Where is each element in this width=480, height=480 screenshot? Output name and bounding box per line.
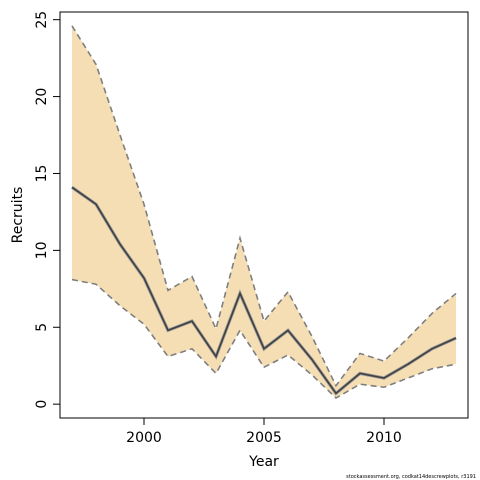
x-axis-title: Year — [248, 454, 279, 470]
y-axis-title: Recruits — [10, 187, 26, 244]
footer-credit: stockassessment.org, codkat14descrewplot… — [346, 474, 476, 480]
x-tick-label: 2000 — [126, 430, 162, 446]
y-tick-label: 5 — [34, 323, 50, 332]
y-tick-label: 10 — [34, 241, 50, 259]
x-tick-label: 2010 — [366, 430, 402, 446]
y-tick-label: 15 — [34, 165, 50, 183]
confidence-band — [72, 26, 456, 398]
y-tick-label: 0 — [34, 400, 50, 409]
y-tick-label: 25 — [34, 11, 50, 29]
x-tick-label: 2005 — [246, 430, 282, 446]
y-tick-label: 20 — [34, 88, 50, 106]
